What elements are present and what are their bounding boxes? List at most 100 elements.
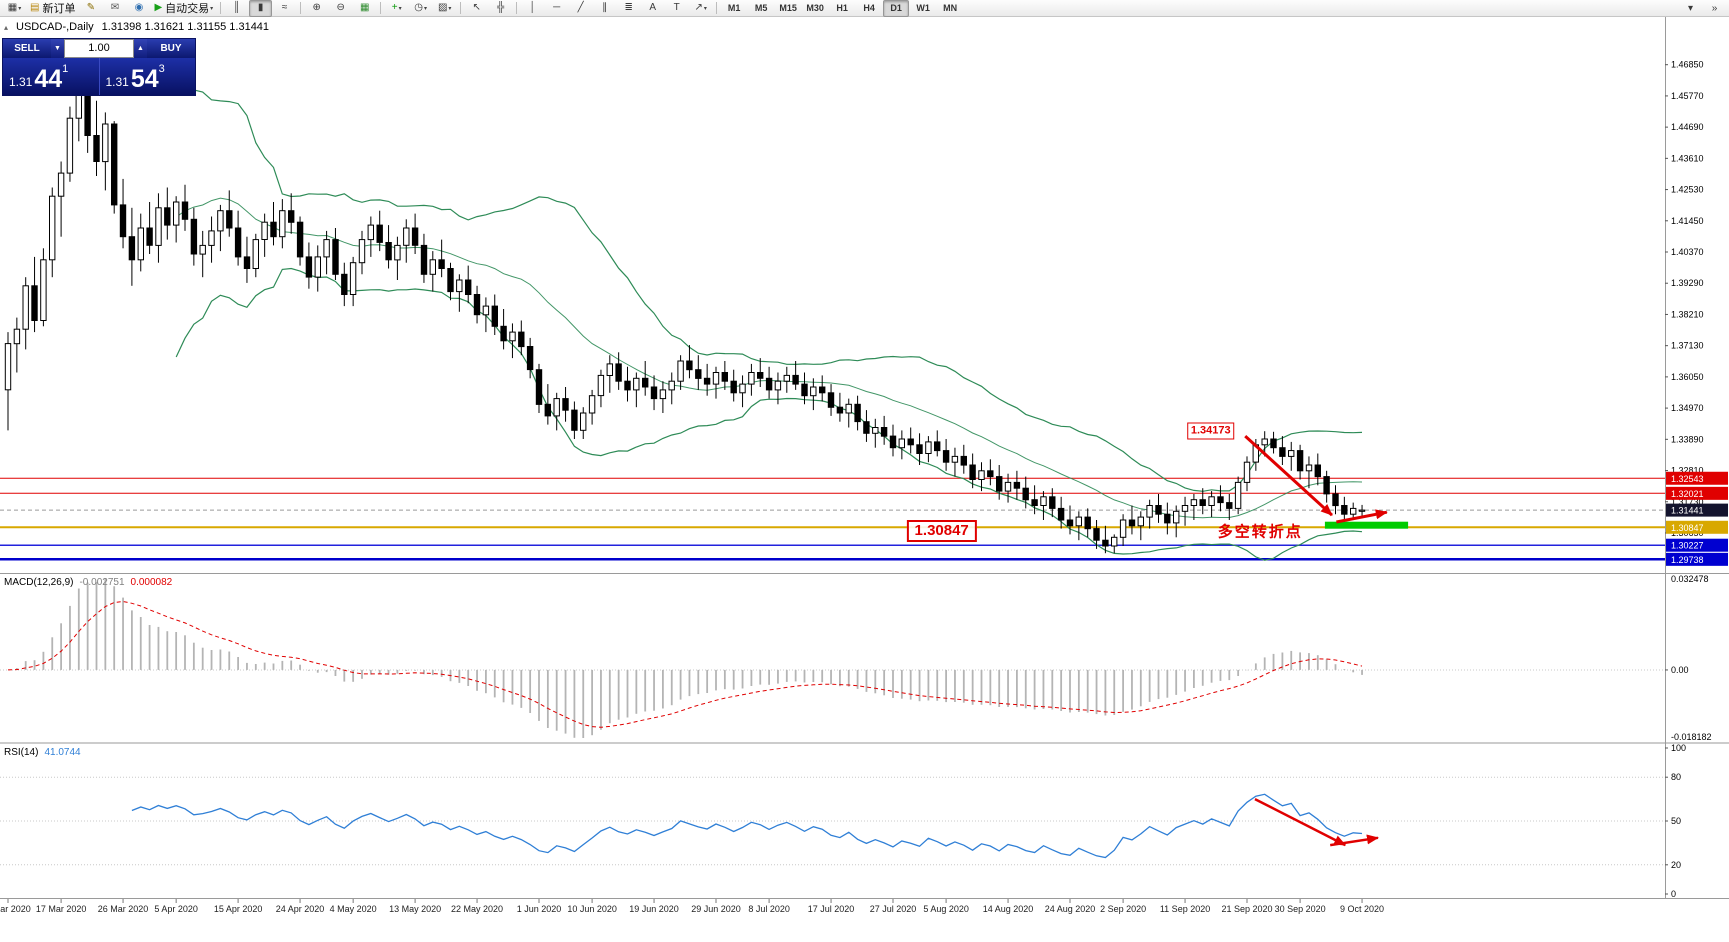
- rsi-trend-arrow[interactable]: [1254, 797, 1347, 847]
- rsi-axis[interactable]: 100 80 50 20 0: [1665, 743, 1686, 899]
- price-trend-arrow[interactable]: [1244, 434, 1333, 517]
- timeframe-M15-button[interactable]: M15: [779, 3, 797, 13]
- toolbar-text-button[interactable]: A: [641, 0, 664, 17]
- svg-text:5 Aug 2020: 5 Aug 2020: [923, 904, 969, 914]
- svg-text:9 Oct 2020: 9 Oct 2020: [1340, 904, 1384, 914]
- toolbar-new-order-button[interactable]: ▤ 新订单: [27, 0, 78, 17]
- price-axis[interactable]: 1.46850 1.45770 1.44690 1.43610 1.42530 1.414…: [1665, 60, 1704, 538]
- toolbar-toolbar-options-button[interactable]: ▾: [1687, 2, 1694, 14]
- toolbar-metaeditor-button[interactable]: ✎: [79, 0, 102, 17]
- toolbar-text-label-button[interactable]: T: [665, 0, 688, 17]
- channel-icon: ∥: [602, 2, 608, 13]
- macd-indicator-label: MACD(12,26,9) -0.002751 0.000082: [4, 577, 172, 588]
- rsi-value: 41.0744: [44, 747, 81, 758]
- chart-title: ▴ USDCAD-,Daily 1.31398 1.31621 1.31155 …: [4, 21, 269, 33]
- svg-text:0.00: 0.00: [1671, 665, 1689, 675]
- toolbar-arrows-tool-button[interactable]: ↗ ▾: [689, 0, 712, 17]
- toolbar-trendline-button[interactable]: ╱: [569, 0, 592, 17]
- buy-price-display[interactable]: 1.31 54 3: [98, 58, 196, 95]
- svg-text:17 Mar 2020: 17 Mar 2020: [36, 904, 87, 914]
- svg-text:1.45770: 1.45770: [1671, 91, 1704, 101]
- toolbar-zoom-in-button[interactable]: ⊕: [305, 0, 328, 17]
- time-axis[interactable]: 9 Mar 2020 17 Mar 2020 26 Mar 2020 5 Apr 20…: [0, 899, 1384, 914]
- new-order-icon: ▤: [30, 2, 40, 13]
- rsi-trend-arrow[interactable]: [1330, 834, 1379, 847]
- toolbar-indicators-button[interactable]: + ▾: [385, 0, 408, 17]
- volume-input[interactable]: 1.00: [64, 39, 134, 58]
- one-click-toggle-icon[interactable]: ▴: [4, 22, 9, 32]
- toolbar-new-chart-button[interactable]: ▦ ▾: [3, 0, 26, 17]
- svg-text:14 Aug 2020: 14 Aug 2020: [983, 904, 1034, 914]
- toolbar-line-chart-button[interactable]: ≈: [273, 0, 296, 17]
- svg-text:0: 0: [1671, 889, 1676, 899]
- svg-text:-0.018182: -0.018182: [1671, 732, 1712, 742]
- support-price-label[interactable]: 1.30847: [906, 520, 977, 543]
- svg-text:1.43610: 1.43610: [1671, 153, 1704, 163]
- macd-histogram: [15, 578, 1363, 738]
- svg-text:10 Jun 2020: 10 Jun 2020: [567, 904, 617, 914]
- svg-text:4 May 2020: 4 May 2020: [330, 904, 377, 914]
- svg-text:50: 50: [1671, 816, 1681, 826]
- svg-text:24 Aug 2020: 24 Aug 2020: [1045, 904, 1096, 914]
- toolbar-alerts-button[interactable]: ✉: [103, 0, 126, 17]
- svg-text:19 Jun 2020: 19 Jun 2020: [629, 904, 679, 914]
- autotrading-caret-icon: ▾: [210, 5, 214, 12]
- trendline-icon: ╱: [577, 2, 584, 13]
- svg-text:1.40370: 1.40370: [1671, 247, 1704, 257]
- timeframe-M1-button[interactable]: M1: [727, 3, 741, 13]
- cursor-icon: ↖: [472, 2, 481, 13]
- toolbar-candlestick-chart-button[interactable]: ▮: [249, 0, 273, 17]
- svg-text:1.44690: 1.44690: [1671, 122, 1704, 132]
- toolbar-market-button[interactable]: ◉: [127, 0, 150, 17]
- chart-symbol-period: USDCAD-,Daily: [16, 21, 94, 33]
- timeframe-D1-button[interactable]: D1: [883, 0, 910, 17]
- arrows-tool-icon: ↗: [694, 2, 703, 13]
- volume-increase-button[interactable]: ▲: [134, 39, 147, 58]
- timeframe-W1-button[interactable]: W1: [916, 3, 930, 13]
- toolbar-separator: [716, 2, 718, 14]
- toolbar-autotrading-button[interactable]: ▶ 自动交易 ▾: [151, 0, 216, 17]
- toolbar-zoom-out-button[interactable]: ⊖: [329, 0, 352, 17]
- svg-text:1.30847: 1.30847: [1671, 523, 1704, 533]
- sell-button[interactable]: SELL: [3, 39, 51, 58]
- volume-decrease-button[interactable]: ▼: [51, 39, 64, 58]
- timeframe-M30-button[interactable]: M30: [806, 3, 824, 13]
- svg-text:20: 20: [1671, 860, 1681, 870]
- toolbar-vertical-line-button[interactable]: │: [521, 0, 544, 17]
- timeframe-M5-button[interactable]: M5: [754, 3, 768, 13]
- bollinger-lower-band: [175, 267, 1363, 561]
- timeframe-H4-button[interactable]: H4: [863, 3, 875, 13]
- horizontal-line-objects[interactable]: [0, 477, 1665, 561]
- turning-point-label[interactable]: 多空转折点: [1217, 523, 1303, 541]
- horizontal-line-icon: ─: [553, 2, 561, 13]
- svg-text:21 Sep 2020: 21 Sep 2020: [1221, 904, 1272, 914]
- zoom-out-icon: ⊖: [336, 2, 345, 13]
- toolbar-crosshair-button[interactable]: ╬: [489, 0, 512, 17]
- buy-button[interactable]: BUY: [147, 39, 195, 58]
- sell-price-display[interactable]: 1.31 44 1: [3, 58, 99, 95]
- toolbar-channel-button[interactable]: ∥: [593, 0, 616, 17]
- timeframe-H1-button[interactable]: H1: [836, 3, 848, 13]
- price-trend-arrow[interactable]: [1336, 509, 1388, 524]
- zoom-in-icon: ⊕: [312, 2, 321, 13]
- green-support-bar[interactable]: [1324, 521, 1409, 529]
- toolbar-tile-windows-button[interactable]: ▦: [353, 0, 376, 17]
- svg-text:1.32021: 1.32021: [1671, 489, 1704, 499]
- macd-pane: [0, 578, 1665, 738]
- toolbar-templates-button[interactable]: ▨ ▾: [433, 0, 456, 17]
- svg-text:1.30227: 1.30227: [1671, 541, 1704, 551]
- svg-text:100: 100: [1671, 743, 1686, 753]
- toolbar-horizontal-line-button[interactable]: ─: [545, 0, 568, 17]
- peak-price-label[interactable]: 1.34173: [1186, 422, 1235, 440]
- text-icon: A: [649, 2, 656, 13]
- toolbar-fibonacci-button[interactable]: ≣: [617, 0, 640, 17]
- macd-value: -0.002751: [79, 577, 125, 588]
- toolbar-toolbar-overflow-button[interactable]: »: [1711, 2, 1718, 14]
- macd-axis[interactable]: 0.032478 0.00 -0.018182: [1665, 574, 1712, 742]
- toolbar-cursor-button[interactable]: ↖: [465, 0, 488, 17]
- toolbar-periods-button[interactable]: ◷ ▾: [409, 0, 432, 17]
- toolbar-bar-chart-button[interactable]: ║: [225, 0, 248, 17]
- timeframe-MN-button[interactable]: MN: [943, 3, 958, 13]
